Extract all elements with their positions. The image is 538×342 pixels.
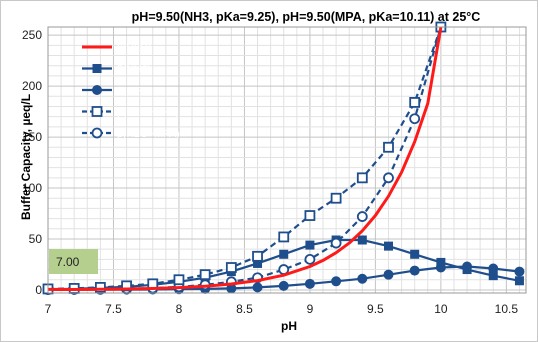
series-nh3-marker	[436, 257, 446, 267]
series-nh3-marker	[410, 249, 420, 259]
series-group	[42, 21, 525, 295]
x-tick-label: 10.5	[495, 302, 519, 316]
chart-title: pH=9.50(NH3, pKa=9.25), pH=9.50(MPA, pKa…	[132, 10, 481, 24]
y-tick-label: 200	[22, 79, 42, 93]
y-tick-label: 50	[29, 232, 43, 246]
legend-mpa-label: β(MPA)	[117, 85, 152, 97]
x-tick-label: 7	[45, 302, 52, 316]
series-nh3-marker	[305, 240, 315, 250]
series-mpa-marker	[304, 278, 315, 289]
series-mpa-marker	[409, 265, 420, 276]
x-axis-label: pH	[281, 319, 297, 333]
legend-h2o-mpa-label: β(H2O+MPA)	[117, 128, 180, 140]
y-tick-labels: 0 50 100 150 200 250	[22, 28, 42, 297]
series-nh3-marker	[357, 235, 367, 245]
series-nh3-marker	[253, 258, 263, 268]
legend-h2o-nh3-marker	[91, 106, 103, 117]
series-h2o-mpa-marker	[383, 172, 394, 184]
series-h2o-nh3-marker	[199, 269, 211, 281]
series-h2o-mpa-marker	[330, 237, 342, 249]
x-tick-label: 10	[434, 302, 448, 316]
legend-h2o: β(H2O)	[82, 42, 152, 54]
series-h2o	[47, 26, 443, 291]
series-mpa-marker	[331, 276, 342, 287]
legend: β(H2O) β(NH3) β(MPA) β(H2O+NH3) β(H2O+MPA)	[82, 42, 180, 140]
x-tick-label: 7.5	[105, 302, 122, 316]
y-tick-label: 100	[22, 181, 42, 195]
series-mpa-marker	[252, 282, 263, 293]
series-h2o-nh3-marker	[225, 262, 237, 273]
legend-nh3: β(NH3)	[82, 64, 151, 76]
series-h2o-nh3-line	[47, 26, 442, 290]
series-h2o-mpa-marker	[304, 253, 316, 265]
y-tick-label: 0	[35, 283, 42, 297]
series-mpa-marker	[278, 280, 289, 291]
series-nh3-marker	[514, 276, 524, 286]
series-nh3-marker	[279, 249, 289, 259]
legend-mpa: β(MPA)	[82, 85, 152, 97]
legend-h2o-label: β(H2O)	[117, 42, 152, 54]
series-h2o-nh3-marker	[304, 210, 316, 221]
legend-h2o-mpa: β(H2O+MPA)	[82, 127, 180, 140]
series-mpa-marker	[514, 266, 525, 277]
legend-nh3-label: β(NH3)	[117, 64, 151, 76]
series-mpa-marker	[357, 273, 368, 284]
y-axis-label: Buffer Capacity, µeq/L	[19, 94, 33, 220]
x-tick-label: 9	[307, 302, 314, 316]
series-h2o-mpa-marker	[356, 211, 368, 222]
series-nh3-marker	[462, 265, 472, 275]
x-tick-label: 8	[176, 302, 183, 316]
x-tick-labels: 7 7.5 8 8.5 9 9.5 10 10.5	[45, 302, 519, 316]
y-tick-label: 150	[22, 130, 42, 144]
series-h2o-nh3-marker	[252, 250, 263, 262]
series-mpa-marker	[383, 269, 394, 280]
series-h2o-nh3-marker	[173, 274, 185, 286]
legend-h2o-mpa-marker	[91, 127, 103, 139]
series-nh3-marker	[383, 241, 393, 251]
x-tick-label: 9.5	[367, 302, 384, 316]
y-tick-label: 250	[22, 28, 42, 42]
legend-mpa-marker	[92, 85, 102, 95]
series-nh3-marker	[488, 271, 498, 281]
series-mpa-marker	[488, 263, 499, 274]
series-h2o-nh3-marker	[409, 97, 421, 108]
series-h2o-nh3-marker	[94, 281, 106, 293]
legend-nh3-marker	[92, 64, 102, 73]
legend-h2o-nh3-label: β(H2O+NH3)	[117, 107, 179, 119]
annotation-box	[49, 249, 98, 274]
plot-border	[47, 26, 527, 294]
legend-h2o-nh3: β(H2O+NH3)	[82, 106, 179, 119]
annotation-label: 7.00	[56, 255, 80, 269]
series-h2o-nh3-marker	[278, 231, 290, 243]
series-h2o-nh3-marker	[356, 172, 368, 184]
series-h2o-line	[47, 26, 443, 291]
series-h2o-nh3-marker	[330, 192, 342, 204]
series-h2o-nh3-marker	[383, 141, 394, 153]
series-h2o-mpa-marker	[409, 113, 421, 125]
x-tick-label: 8.5	[236, 302, 253, 316]
